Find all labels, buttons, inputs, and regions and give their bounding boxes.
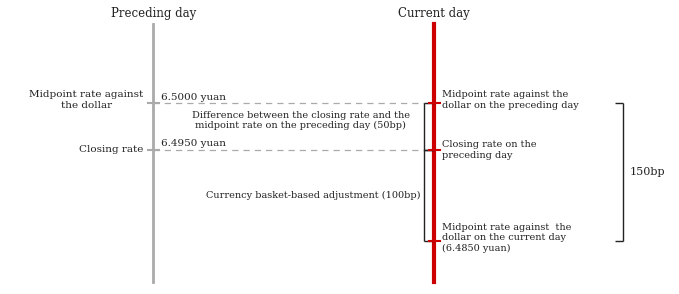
- Text: 6.4950 yuan: 6.4950 yuan: [162, 139, 227, 148]
- Text: 6.5000 yuan: 6.5000 yuan: [162, 93, 227, 102]
- Text: Midpoint rate against
the dollar: Midpoint rate against the dollar: [29, 91, 143, 110]
- Text: Current day: Current day: [399, 7, 470, 20]
- Text: Closing rate on the
preceding day: Closing rate on the preceding day: [442, 140, 537, 160]
- Text: Midpoint rate against the
dollar on the preceding day: Midpoint rate against the dollar on the …: [442, 91, 579, 110]
- Text: Midpoint rate against  the
dollar on the current day
(6.4850 yuan): Midpoint rate against the dollar on the …: [442, 223, 572, 253]
- Text: Currency basket-based adjustment (100bp): Currency basket-based adjustment (100bp): [206, 191, 421, 200]
- Text: Closing rate: Closing rate: [79, 146, 143, 154]
- Text: Preceding day: Preceding day: [111, 7, 196, 20]
- Text: Difference between the closing rate and the
midpoint rate on the preceding day (: Difference between the closing rate and …: [191, 111, 409, 131]
- Text: 150bp: 150bp: [629, 167, 665, 177]
